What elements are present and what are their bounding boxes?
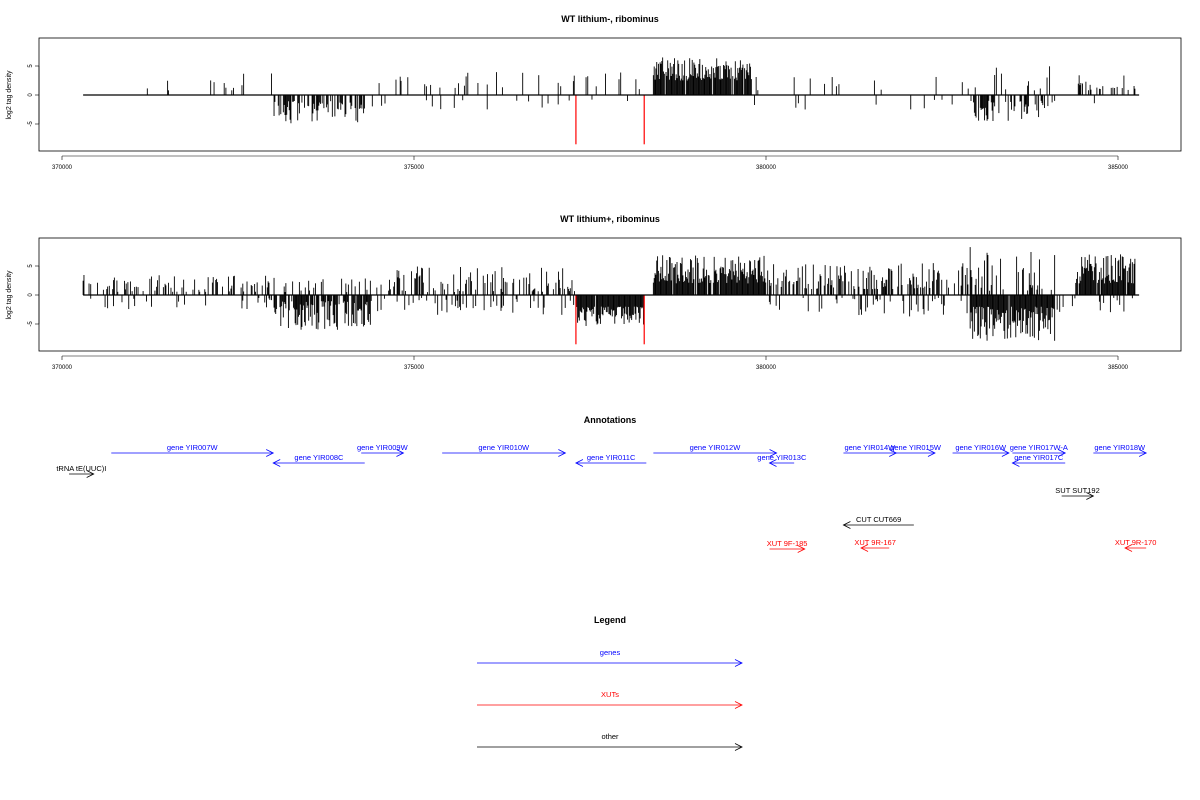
annotation-arrowhead bbox=[1124, 544, 1133, 552]
annotation-arrowhead bbox=[272, 459, 281, 467]
panel-1-ylabel: log2 tag density bbox=[6, 70, 13, 120]
legend-label: other bbox=[601, 732, 619, 741]
annotation-label: gene YIR016W bbox=[955, 443, 1007, 452]
annotation-label: gene YIR018W bbox=[1094, 443, 1146, 452]
annotation-label: tRNA tE(UUC)I bbox=[56, 464, 106, 473]
annotation-arrowhead bbox=[860, 544, 869, 552]
y-tick-label: 0 bbox=[28, 293, 34, 297]
x-tick-label: 375000 bbox=[404, 365, 425, 371]
x-tick-label: 385000 bbox=[1108, 365, 1129, 371]
annotation-label: gene YIR011C bbox=[587, 453, 636, 462]
annotation-feature: XUT 9R-170 bbox=[1115, 538, 1157, 552]
annotation-feature: gene YIR017W-A bbox=[1010, 443, 1068, 457]
annotation-feature: gene YIR009W bbox=[357, 443, 409, 457]
annotation-feature: gene YIR018W bbox=[1093, 443, 1148, 457]
annotation-arrowhead bbox=[1138, 449, 1148, 457]
annotation-feature: gene YIR010W bbox=[442, 443, 567, 457]
panel-2-title: WT lithium+, ribominus bbox=[560, 214, 660, 224]
annotation-feature: gene YIR013C bbox=[757, 453, 807, 467]
annotation-feature: SUT SUT192 bbox=[1055, 486, 1100, 500]
legend-entry: XUTs bbox=[477, 690, 743, 709]
annotation-feature: gene YIR016W bbox=[952, 443, 1010, 457]
annotation-label: gene YIR007W bbox=[167, 443, 219, 452]
annotation-feature: gene YIR007W bbox=[111, 443, 275, 457]
x-tick-label: 375000 bbox=[404, 165, 425, 171]
annotation-arrowhead bbox=[266, 449, 275, 457]
legend-label: XUTs bbox=[601, 690, 619, 699]
annotation-label: XUT 9F-185 bbox=[767, 539, 808, 548]
legend-arrowhead bbox=[734, 659, 743, 667]
annotation-label: gene YIR012W bbox=[690, 443, 742, 452]
y-tick-label: 0 bbox=[28, 93, 34, 97]
annotation-feature: gene YIR015W bbox=[890, 443, 942, 457]
annotation-feature: tRNA tE(UUC)I bbox=[56, 464, 106, 478]
x-tick-label: 370000 bbox=[52, 165, 73, 171]
annotation-arrowhead bbox=[768, 459, 777, 467]
legend-entry: other bbox=[477, 732, 743, 751]
annotation-label: SUT SUT192 bbox=[1055, 486, 1099, 495]
legend-title: Legend bbox=[594, 615, 626, 625]
annotation-label: XUT 9R-167 bbox=[854, 538, 896, 547]
panel-2-axes: -5 0 5 370000 375000 380000 385000 bbox=[28, 264, 1140, 371]
panel-1-title: WT lithium-, ribominus bbox=[561, 14, 659, 24]
y-tick-label: 5 bbox=[28, 264, 34, 268]
annotation-arrowhead bbox=[86, 470, 95, 478]
annotation-feature: gene YIR012W bbox=[653, 443, 778, 457]
annotations-title: Annotations bbox=[584, 415, 637, 425]
annotation-label: gene YIR009W bbox=[357, 443, 409, 452]
legend-entries: genes XUTs other bbox=[477, 648, 743, 751]
annotation-arrowhead bbox=[1001, 449, 1010, 457]
legend-label: genes bbox=[600, 648, 621, 657]
annotation-label: gene YIR013C bbox=[757, 453, 807, 462]
annotation-label: gene YIR008C bbox=[294, 453, 344, 462]
annotation-label: gene YIR014W bbox=[844, 443, 896, 452]
annotation-label: gene YIR017C bbox=[1014, 453, 1064, 462]
x-tick-label: 380000 bbox=[756, 165, 777, 171]
panel-1-bars bbox=[146, 57, 1136, 145]
y-tick-label: 5 bbox=[28, 64, 34, 68]
annotation-arrowhead bbox=[927, 449, 936, 457]
legend-arrowhead bbox=[734, 743, 743, 751]
annotation-arrowhead bbox=[1058, 449, 1067, 457]
x-tick-label: 385000 bbox=[1108, 165, 1129, 171]
annotation-feature: gene YIR014W bbox=[843, 443, 898, 457]
panel-2-bars bbox=[82, 247, 1136, 345]
annotation-features: gene YIR007W gene YIR008C gene YIR009W gene… bbox=[56, 443, 1156, 553]
annotation-feature: CUT CUT669 bbox=[842, 515, 914, 529]
annotation-feature: gene YIR011C bbox=[575, 453, 647, 467]
y-tick-label: -5 bbox=[28, 121, 34, 127]
track-panel-lithium-minus: WT lithium-, ribominus -5 0 5 370000 375000 3… bbox=[6, 14, 1182, 171]
legend-entry: genes bbox=[477, 648, 743, 667]
annotation-arrowhead bbox=[797, 545, 806, 553]
panel-2-ylabel: log2 tag density bbox=[6, 270, 13, 320]
annotation-arrowhead bbox=[769, 449, 778, 457]
x-tick-label: 370000 bbox=[52, 365, 73, 371]
annotation-feature: gene YIR008C bbox=[272, 453, 365, 467]
track-panel-lithium-plus: WT lithium+, ribominus -5 0 5 370000 375000 3… bbox=[6, 214, 1182, 371]
annotation-arrowhead bbox=[1086, 492, 1095, 500]
annotation-label: gene YIR017W-A bbox=[1010, 443, 1068, 452]
annotation-feature: gene YIR017C bbox=[1011, 453, 1066, 467]
annotation-feature: XUT 9F-185 bbox=[767, 539, 808, 553]
annotation-label: gene YIR010W bbox=[478, 443, 530, 452]
y-tick-label: -5 bbox=[28, 321, 34, 327]
annotation-arrowhead bbox=[558, 449, 567, 457]
x-tick-label: 380000 bbox=[756, 365, 777, 371]
annotation-arrowhead bbox=[1011, 459, 1020, 467]
annotation-label: gene YIR015W bbox=[890, 443, 942, 452]
annotation-feature: XUT 9R-167 bbox=[854, 538, 896, 552]
annotation-label: XUT 9R-170 bbox=[1115, 538, 1157, 547]
annotation-label: CUT CUT669 bbox=[856, 515, 901, 524]
legend-arrowhead bbox=[734, 701, 743, 709]
annotation-arrowhead bbox=[842, 521, 851, 529]
annotation-arrowhead bbox=[575, 459, 584, 467]
panel-1-axes: -5 0 5 370000 375000 380000 385000 bbox=[28, 64, 1140, 171]
legend: Legend genes XUTs other bbox=[477, 615, 743, 751]
annotation-arrowhead bbox=[396, 449, 405, 457]
